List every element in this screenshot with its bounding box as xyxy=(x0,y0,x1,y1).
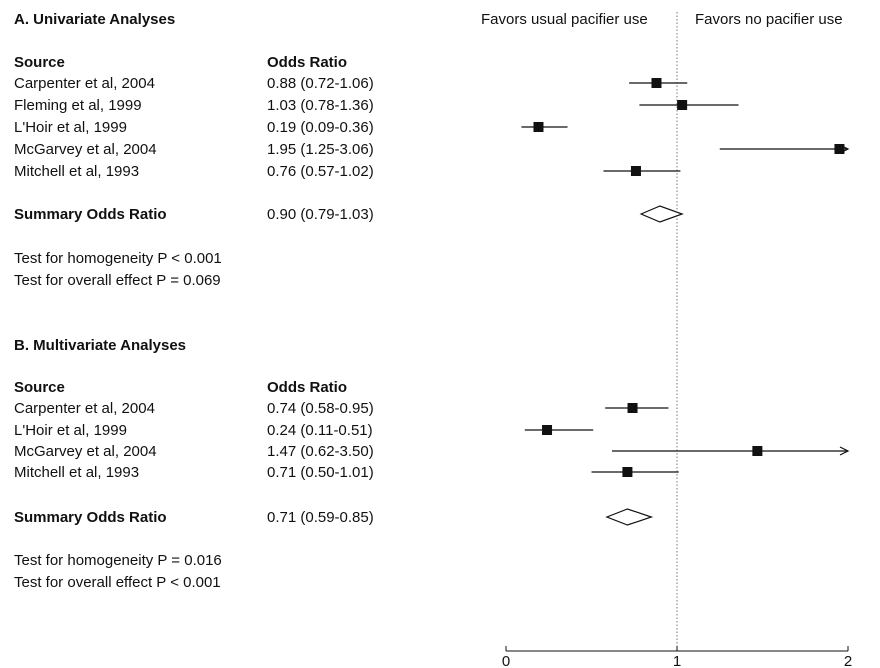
test-overall-effect: Test for overall effect P = 0.069 xyxy=(14,272,221,289)
panel-b-source-header: Source xyxy=(14,379,65,396)
study-name: McGarvey et al, 2004 xyxy=(14,443,157,460)
point-estimate-square xyxy=(533,122,544,132)
summary-name: Summary Odds Ratio xyxy=(14,509,167,526)
panel-b-title: B. Multivariate Analyses xyxy=(14,337,187,354)
point-estimate-square xyxy=(677,100,688,110)
test-homogeneity: Test for homogeneity P < 0.001 xyxy=(14,250,222,267)
study-name: Fleming et al, 1999 xyxy=(14,97,142,114)
study-name: Mitchell et al, 1993 xyxy=(14,464,140,481)
study-or-label: 0.71 (0.50-1.01) xyxy=(267,464,374,481)
point-estimate-square xyxy=(651,78,662,88)
study-or-label: 0.76 (0.57-1.02) xyxy=(267,163,374,180)
x-tick-label: 2 xyxy=(844,653,852,668)
point-estimate-square xyxy=(627,403,638,413)
study-name: McGarvey et al, 2004 xyxy=(14,141,157,158)
point-estimate-square xyxy=(542,425,553,435)
study-name: Carpenter et al, 2004 xyxy=(14,75,155,92)
panel-a-source-header: Source xyxy=(14,54,65,71)
study-or-label: 1.03 (0.78-1.36) xyxy=(267,97,374,114)
favors-right-label: Favors no pacifier use xyxy=(695,11,843,28)
summary-name: Summary Odds Ratio xyxy=(14,206,167,223)
panel-a-or-header: Odds Ratio xyxy=(267,54,348,71)
study-name: Mitchell et al, 1993 xyxy=(14,163,140,180)
panel-b-or-header: Odds Ratio xyxy=(267,379,348,396)
point-estimate-square xyxy=(752,446,763,456)
test-overall-effect: Test for overall effect P < 0.001 xyxy=(14,574,221,591)
point-estimate-square xyxy=(622,467,633,477)
summary-diamond xyxy=(639,205,684,223)
summary-or-label: 0.90 (0.79-1.03) xyxy=(267,206,374,223)
summary-diamond xyxy=(605,508,654,526)
point-estimate-square xyxy=(834,144,845,154)
panel-a-title: A. Univariate Analyses xyxy=(14,11,176,28)
study-name: L'Hoir et al, 1999 xyxy=(14,119,127,136)
x-tick-label: 1 xyxy=(673,653,681,668)
study-or-label: 0.19 (0.09-0.36) xyxy=(267,119,374,136)
favors-left-label: Favors usual pacifier use xyxy=(481,11,648,28)
study-or-label: 0.74 (0.58-0.95) xyxy=(267,400,374,417)
study-name: Carpenter et al, 2004 xyxy=(14,400,155,417)
x-tick-label: 0 xyxy=(502,653,510,668)
summary-or-label: 0.71 (0.59-0.85) xyxy=(267,509,374,526)
study-or-label: 0.88 (0.72-1.06) xyxy=(267,75,374,92)
study-or-label: 1.95 (1.25-3.06) xyxy=(267,141,374,158)
study-or-label: 0.24 (0.11-0.51) xyxy=(267,422,373,439)
forest-plot-marks: 0 1 2 xyxy=(502,12,852,668)
study-name: L'Hoir et al, 1999 xyxy=(14,422,127,439)
test-homogeneity: Test for homogeneity P = 0.016 xyxy=(14,552,222,569)
ci-arrowhead xyxy=(839,446,850,456)
study-or-label: 1.47 (0.62-3.50) xyxy=(267,443,374,460)
point-estimate-square xyxy=(630,166,641,176)
